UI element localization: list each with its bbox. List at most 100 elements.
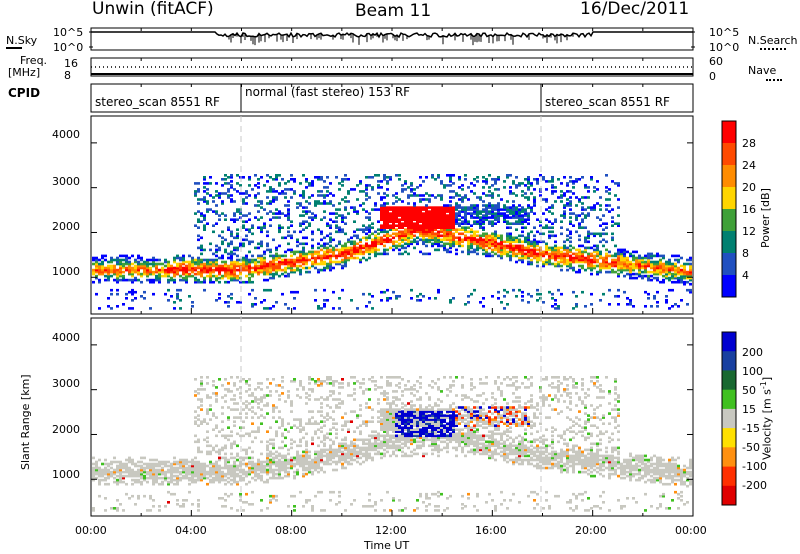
power-cell [461, 196, 464, 199]
power-cell [224, 214, 227, 217]
power-cell [653, 270, 656, 274]
power-cell [497, 206, 500, 209]
power-cell [563, 260, 566, 264]
power-cell [473, 178, 476, 181]
velocity-cell [251, 464, 254, 468]
velocity-cell [92, 470, 95, 474]
power-cell [524, 236, 527, 240]
velocity-cell [170, 476, 173, 480]
power-cell [413, 234, 416, 238]
power-cell [497, 246, 500, 250]
power-cell [497, 248, 500, 252]
velocity-cell [143, 470, 146, 474]
power-cell [209, 258, 212, 262]
power-cell [524, 218, 527, 221]
power-cell [674, 280, 677, 284]
power-cell [287, 180, 290, 183]
power-cell [644, 266, 647, 270]
power-cell [341, 258, 344, 262]
power-cell [419, 299, 422, 302]
velocity-cell [341, 400, 344, 403]
power-cell [230, 270, 233, 274]
power-cell [116, 270, 119, 274]
velocity-cell [320, 402, 323, 405]
power-cell [203, 262, 206, 266]
power-cell [449, 216, 452, 219]
velocity-cell [311, 505, 314, 508]
velocity-cell [248, 432, 251, 436]
power-cell [212, 270, 215, 274]
power-cell [323, 268, 326, 272]
power-cell [338, 242, 341, 246]
power-cell [440, 216, 443, 219]
power-cell [386, 176, 389, 179]
power-cell [260, 256, 263, 260]
power-cell [434, 297, 437, 300]
power-cell [599, 262, 602, 266]
power-cell [611, 264, 614, 268]
power-cell [290, 266, 293, 270]
power-cell [326, 242, 329, 246]
power-cell [491, 214, 494, 217]
velocity-cell [320, 456, 323, 460]
velocity-cell [125, 482, 128, 486]
velocity-cell [194, 456, 197, 460]
power-cell [164, 274, 167, 278]
velocity-cell [218, 478, 221, 482]
velocity-cell [182, 476, 185, 480]
velocity-cell [137, 470, 140, 474]
power-cell [365, 244, 368, 248]
power-cell [308, 252, 311, 256]
power-cell [248, 262, 251, 266]
power-cell [152, 256, 155, 260]
velocity-cell [383, 454, 386, 458]
power-cell [305, 226, 308, 229]
power-cell [509, 240, 512, 244]
velocity-cell [98, 458, 101, 462]
power-cell [368, 250, 371, 254]
power-cell [602, 264, 605, 268]
velocity-cell [374, 380, 377, 383]
power-cell [485, 250, 488, 254]
velocity-cell [119, 462, 122, 466]
power-cell [398, 244, 401, 248]
power-cell [317, 178, 320, 181]
power-cell [464, 210, 467, 213]
velocity-cell [311, 460, 314, 464]
power-cell [386, 194, 389, 197]
power-cell [305, 260, 308, 264]
velocity-cell [368, 406, 371, 409]
velocity-cell [146, 476, 149, 480]
power-cell [521, 254, 524, 258]
power-cell [344, 252, 347, 256]
velocity-cell [161, 468, 164, 472]
power-cell [434, 248, 437, 252]
velocity-cell [287, 390, 290, 393]
velocity-cell [98, 482, 101, 486]
power-cell [398, 248, 401, 252]
power-cell [362, 250, 365, 254]
power-cell [404, 232, 407, 236]
power-cell [272, 274, 275, 278]
power-cell [578, 214, 581, 217]
power-cell [614, 244, 617, 248]
power-cell [119, 274, 122, 278]
power-cell [416, 214, 419, 217]
power-cell [254, 270, 257, 274]
velocity-cell [128, 472, 131, 476]
velocity-cell [347, 452, 350, 456]
velocity-cell [383, 442, 386, 446]
power-cell [380, 299, 383, 302]
power-cell [428, 216, 431, 219]
power-cell [317, 176, 320, 179]
power-cell [434, 178, 437, 181]
velocity-cell [266, 478, 269, 482]
power-cell [272, 258, 275, 262]
velocity-cell [323, 450, 326, 454]
velocity-cell [206, 376, 209, 379]
velocity-cell [164, 474, 167, 478]
power-cell [674, 270, 677, 274]
velocity-cell [194, 378, 197, 381]
power-cell [467, 242, 470, 246]
power-cell [473, 234, 476, 238]
